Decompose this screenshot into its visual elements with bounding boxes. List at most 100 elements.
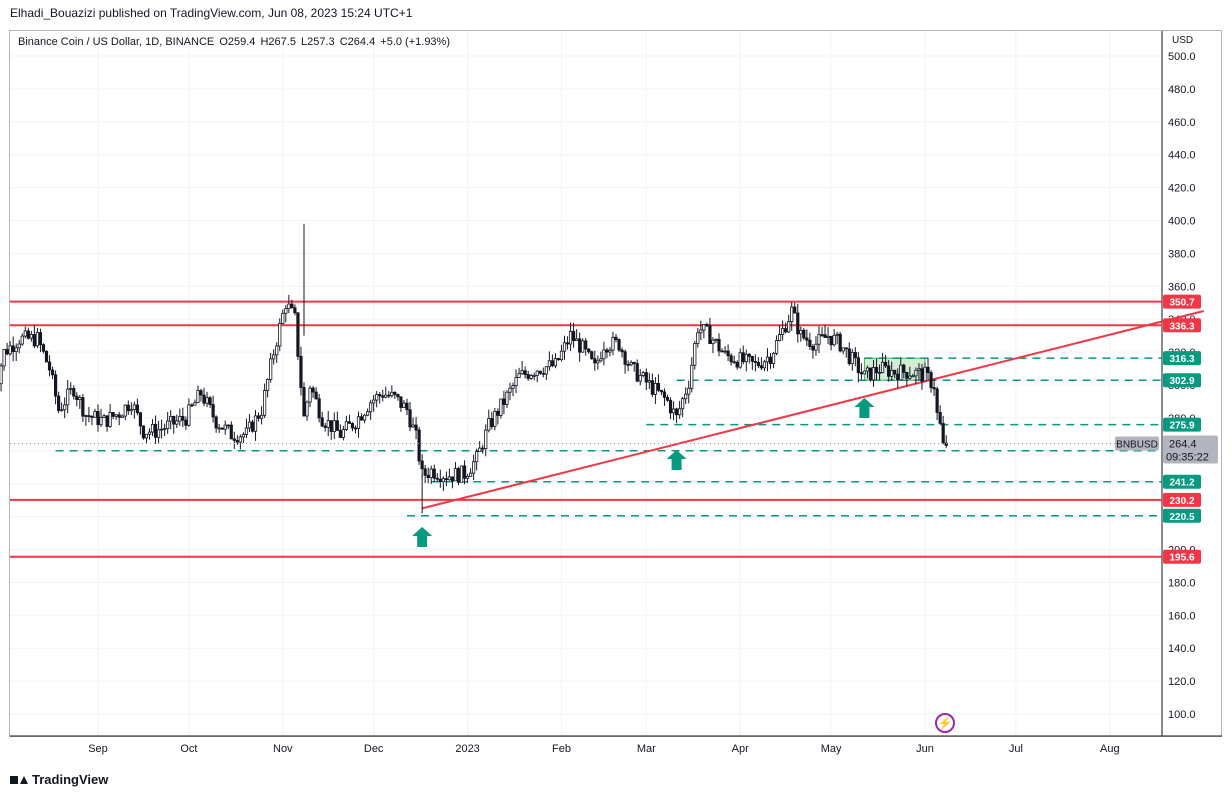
candle-body — [823, 334, 827, 338]
candle-body — [281, 312, 285, 324]
candle-body — [659, 389, 664, 393]
candle-body — [553, 358, 558, 367]
candle-body — [859, 372, 863, 375]
candle-body — [520, 370, 524, 375]
y-tick-label: 160.0 — [1168, 610, 1196, 622]
candle-body — [353, 427, 358, 430]
candle-body — [923, 366, 927, 382]
candle-body — [781, 328, 785, 335]
legend-open: O259.4 — [219, 36, 256, 48]
candle-body — [208, 397, 212, 405]
level-tag — [1163, 492, 1201, 507]
candle-body — [187, 404, 191, 426]
candle-body — [720, 350, 724, 353]
candle-body — [450, 476, 455, 482]
candle-body — [687, 387, 691, 395]
symbol-tag — [1115, 436, 1159, 451]
candle-body — [717, 338, 721, 352]
candle-body — [366, 411, 370, 416]
candle-body — [429, 468, 433, 479]
candle-body — [917, 368, 921, 371]
candle-body — [332, 420, 336, 433]
candle-body — [63, 404, 67, 411]
candle-body — [914, 369, 918, 377]
candle-body — [381, 395, 385, 398]
x-tick-label: Oct — [180, 743, 197, 755]
up-arrow-icon — [412, 527, 433, 547]
x-tick-label: Mar — [637, 743, 656, 755]
candle-body — [926, 366, 930, 373]
candle-body — [644, 372, 648, 383]
candle-body — [708, 325, 712, 345]
candle-body — [175, 420, 179, 425]
candle-body — [90, 416, 94, 418]
candle-body — [217, 427, 221, 430]
candle-body — [696, 332, 700, 344]
candle-body — [384, 394, 388, 398]
candle-body — [838, 333, 842, 352]
y-tick-label: 180.0 — [1168, 577, 1196, 589]
candle-body — [559, 350, 564, 361]
candle-body — [256, 415, 261, 419]
candle-body — [253, 415, 258, 432]
candle-body — [802, 329, 806, 339]
candle-body — [662, 391, 667, 398]
candle-body — [777, 334, 782, 341]
candle-body — [629, 361, 633, 366]
candle-body — [929, 372, 933, 388]
candle-body — [862, 370, 867, 375]
level-tag-label: 241.2 — [1169, 478, 1194, 489]
candle-body — [141, 425, 146, 439]
candle-body — [908, 375, 912, 379]
candle-body — [784, 328, 788, 333]
candle-body — [535, 370, 539, 376]
candle-body — [690, 364, 694, 389]
candle-body — [584, 340, 588, 350]
candle-body — [747, 353, 751, 357]
candle-body — [423, 468, 427, 476]
candle-body — [108, 412, 112, 427]
candle-body — [269, 358, 273, 380]
candle-body — [753, 361, 757, 363]
x-tick-label: Sep — [88, 743, 108, 755]
candle-body — [181, 416, 185, 421]
up-arrow-icon — [854, 398, 875, 418]
y-tick-label: 380.0 — [1168, 248, 1196, 260]
candle-body — [359, 416, 364, 421]
candle-body — [699, 329, 703, 334]
candle-body — [211, 404, 215, 418]
candle-body — [84, 415, 88, 417]
candle-body — [320, 417, 324, 427]
candle-body — [832, 334, 836, 346]
candle-body — [387, 394, 391, 397]
candle-body — [768, 356, 773, 364]
lightning-icon[interactable]: ⚡ — [935, 713, 955, 733]
candle-body — [729, 355, 733, 363]
level-tag — [1163, 549, 1201, 564]
candle-body — [317, 398, 321, 419]
candle-body — [41, 344, 46, 352]
candle-body — [835, 333, 839, 336]
candle-body — [684, 393, 688, 400]
candle-body — [396, 394, 400, 398]
candle-body — [438, 478, 442, 483]
candle-body — [817, 334, 821, 345]
candle-body — [150, 423, 155, 433]
candle-body — [587, 348, 591, 353]
candle-body — [865, 367, 870, 372]
candle-body — [880, 361, 885, 373]
candle-body — [868, 367, 873, 381]
candle-body — [544, 366, 548, 375]
candle-body — [323, 425, 327, 428]
candle-body — [529, 375, 533, 379]
level-tag — [1163, 508, 1201, 523]
candle-body — [787, 321, 791, 333]
candle-body — [647, 380, 651, 383]
candle-body — [623, 351, 627, 365]
candle-body — [308, 387, 312, 403]
y-tick-label: 360.0 — [1168, 281, 1196, 293]
candle-body — [550, 360, 554, 367]
candle-body — [702, 324, 706, 331]
candle-body — [665, 396, 670, 401]
